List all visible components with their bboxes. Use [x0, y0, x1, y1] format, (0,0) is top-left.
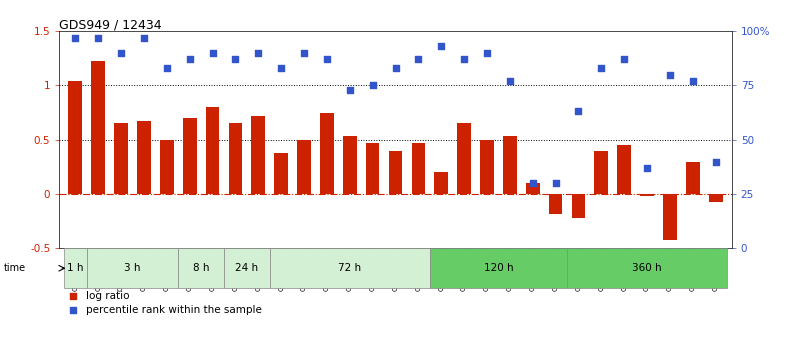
Text: 360 h: 360 h	[632, 263, 662, 273]
Point	[641, 165, 653, 171]
Text: percentile rank within the sample: percentile rank within the sample	[86, 305, 262, 315]
Bar	[457, 124, 471, 194]
Point	[618, 57, 630, 62]
Text: 1 h: 1 h	[67, 263, 84, 273]
Bar	[270, 248, 430, 288]
Bar	[64, 248, 87, 288]
Bar	[206, 107, 219, 194]
Text: GDS949 / 12434: GDS949 / 12434	[59, 18, 162, 31]
Point	[66, 307, 79, 312]
Point	[206, 50, 219, 56]
Bar	[686, 161, 700, 194]
Point	[664, 72, 676, 77]
Bar	[160, 140, 174, 194]
Point	[92, 35, 104, 40]
Bar	[663, 194, 677, 240]
Bar	[224, 248, 270, 288]
Point	[412, 57, 425, 62]
Bar	[503, 137, 517, 194]
Point	[549, 180, 562, 186]
Text: time: time	[4, 263, 26, 273]
Bar	[69, 81, 82, 194]
Point	[389, 65, 402, 71]
Point	[184, 57, 196, 62]
Bar	[137, 121, 151, 194]
Bar	[252, 116, 265, 194]
Bar	[480, 140, 494, 194]
Bar	[365, 143, 380, 194]
Bar	[549, 194, 562, 214]
Point	[274, 65, 287, 71]
Bar	[567, 248, 727, 288]
Text: 8 h: 8 h	[193, 263, 210, 273]
Bar	[91, 61, 105, 194]
Text: 24 h: 24 h	[235, 263, 259, 273]
Text: log ratio: log ratio	[86, 291, 130, 301]
Bar	[183, 118, 196, 194]
Bar	[87, 248, 178, 288]
Point	[66, 293, 79, 298]
Text: 120 h: 120 h	[483, 263, 513, 273]
Text: 72 h: 72 h	[339, 263, 361, 273]
Point	[138, 35, 150, 40]
Bar	[178, 248, 224, 288]
Point	[595, 65, 607, 71]
Point	[320, 57, 333, 62]
Point	[710, 159, 722, 164]
Bar	[572, 194, 585, 218]
Bar	[114, 124, 128, 194]
Point	[481, 50, 494, 56]
Bar	[617, 145, 631, 194]
Point	[161, 65, 173, 71]
Point	[229, 57, 242, 62]
Point	[526, 180, 539, 186]
Bar	[274, 153, 288, 194]
Point	[366, 83, 379, 88]
Bar	[320, 112, 334, 194]
Bar	[434, 172, 448, 194]
Bar	[709, 194, 722, 202]
Point	[504, 78, 517, 84]
Point	[343, 87, 356, 92]
Point	[435, 43, 448, 49]
Bar	[411, 143, 426, 194]
Point	[69, 35, 81, 40]
Bar	[297, 140, 311, 194]
Point	[252, 50, 265, 56]
Point	[687, 78, 699, 84]
Bar	[595, 151, 608, 194]
Bar	[640, 194, 654, 196]
Text: 3 h: 3 h	[124, 263, 141, 273]
Bar	[343, 137, 357, 194]
Point	[572, 109, 585, 114]
Point	[115, 50, 127, 56]
Bar	[526, 183, 539, 194]
Bar	[229, 124, 242, 194]
Point	[458, 57, 471, 62]
Bar	[388, 151, 403, 194]
Point	[297, 50, 310, 56]
Bar	[430, 248, 567, 288]
